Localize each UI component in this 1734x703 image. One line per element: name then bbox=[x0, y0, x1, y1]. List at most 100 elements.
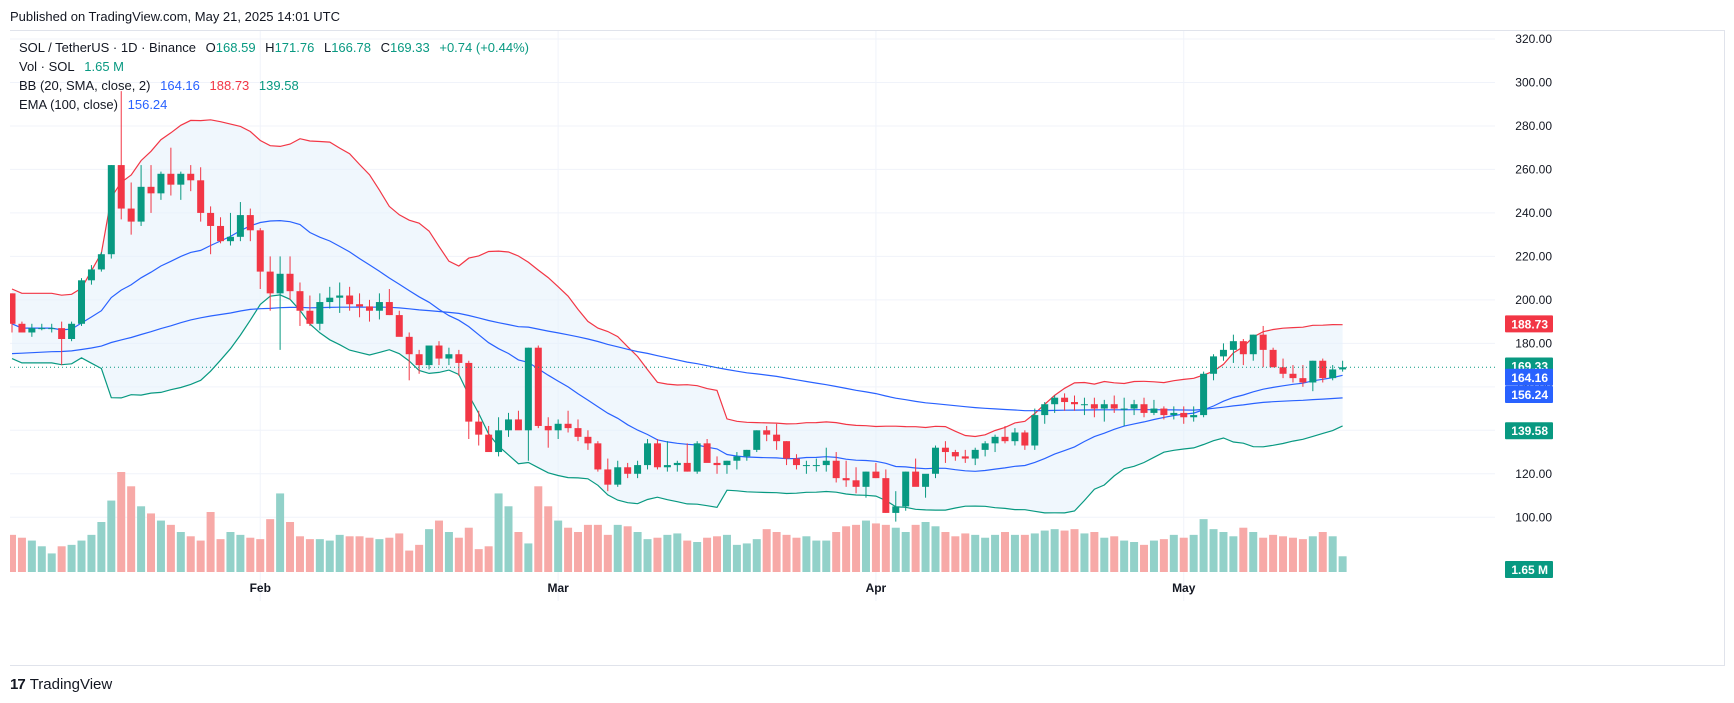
candle-body bbox=[713, 462, 721, 466]
volume-bar bbox=[981, 537, 990, 572]
price-tag-label: 188.73 bbox=[1511, 317, 1548, 331]
bb-band-fill bbox=[12, 119, 1343, 513]
y-tick-label: 280.00 bbox=[1515, 119, 1552, 133]
candle-body bbox=[812, 465, 820, 467]
price-tag bbox=[1505, 386, 1553, 403]
candle-body bbox=[912, 471, 920, 487]
volume-bar bbox=[1259, 537, 1268, 572]
volume-bar bbox=[633, 532, 642, 572]
candle-body bbox=[653, 443, 661, 468]
volume-bar bbox=[812, 540, 821, 572]
volume-bar bbox=[1159, 539, 1168, 572]
candle-body bbox=[743, 449, 751, 457]
volume-bar bbox=[1149, 540, 1158, 572]
candle-body bbox=[207, 212, 215, 226]
candle-body bbox=[1120, 408, 1128, 410]
candle-body bbox=[683, 462, 691, 472]
volume-bar bbox=[1249, 532, 1258, 572]
legend-bb-row[interactable]: BB (20, SMA, close, 2) 164.16 188.73 139… bbox=[19, 76, 529, 95]
candle-body bbox=[872, 471, 880, 479]
candle-body bbox=[753, 430, 761, 450]
legend-ema-row[interactable]: EMA (100, close) 156.24 bbox=[19, 95, 529, 114]
legend-close-label: C bbox=[380, 40, 390, 55]
candle-body bbox=[1210, 356, 1218, 374]
volume-bar bbox=[1020, 534, 1029, 572]
volume-bar bbox=[216, 539, 225, 572]
candle-body bbox=[1249, 334, 1257, 355]
price-tag-label: 156.24 bbox=[1511, 388, 1548, 402]
candle-body bbox=[723, 460, 731, 466]
candle-body bbox=[614, 467, 622, 485]
candle-body bbox=[862, 471, 870, 487]
volume-bar bbox=[832, 532, 841, 572]
candle-body bbox=[564, 423, 572, 429]
x-tick-label: Mar bbox=[547, 581, 569, 595]
volume-bar bbox=[1080, 533, 1089, 572]
volume-bar bbox=[57, 546, 66, 572]
candle-body bbox=[336, 295, 344, 298]
price-chart[interactable]: 100.00120.00140.00160.00180.00200.00220.… bbox=[10, 31, 1724, 665]
candle-body bbox=[1289, 373, 1297, 379]
legend-symbol[interactable]: SOL / TetherUS · 1D · Binance bbox=[19, 40, 197, 55]
volume-bar bbox=[524, 543, 533, 572]
candle-body bbox=[634, 465, 642, 474]
volume-bar bbox=[1279, 536, 1288, 572]
volume-bar bbox=[613, 524, 622, 572]
candle-body bbox=[296, 291, 304, 311]
bb-upper-line bbox=[11, 119, 1343, 438]
candle-body bbox=[802, 465, 810, 467]
volume-bar bbox=[991, 534, 1000, 572]
volume-bar bbox=[415, 544, 424, 572]
volume-bar bbox=[663, 534, 672, 572]
candle-body bbox=[256, 230, 264, 272]
candle-body bbox=[326, 297, 334, 303]
candle-body bbox=[1160, 408, 1168, 416]
candle-body bbox=[882, 478, 890, 513]
candle-body bbox=[495, 430, 503, 453]
volume-bar bbox=[10, 534, 16, 572]
candle-body bbox=[1090, 404, 1098, 409]
candle-body bbox=[395, 315, 403, 337]
volume-bar bbox=[286, 522, 295, 572]
volume-tag bbox=[1505, 561, 1553, 578]
legend-ohlc-row: SOL / TetherUS · 1D · Binance O168.59 H1… bbox=[19, 38, 529, 57]
volume-bar bbox=[593, 524, 602, 572]
legend-ema-value: 156.24 bbox=[127, 97, 168, 112]
volume-bar bbox=[226, 532, 235, 572]
candle-body bbox=[346, 295, 354, 305]
candle-body bbox=[624, 467, 632, 474]
legend-bb-basis: 164.16 bbox=[160, 78, 200, 93]
candle-body bbox=[1229, 341, 1237, 350]
tradingview-footer[interactable]: 17 TradingView bbox=[10, 676, 112, 693]
volume-bar bbox=[375, 539, 384, 572]
candle-body bbox=[405, 336, 413, 355]
candle-body bbox=[663, 465, 671, 468]
legend-high-label: H bbox=[265, 40, 275, 55]
volume-bar bbox=[574, 532, 583, 572]
candle-body bbox=[892, 506, 900, 513]
bb-basis-line bbox=[11, 219, 1343, 472]
volume-bar bbox=[732, 544, 741, 572]
volume-bar bbox=[901, 532, 910, 572]
legend-volume-row[interactable]: Vol · SOL 1.65 M bbox=[19, 57, 529, 76]
candle-body bbox=[286, 273, 294, 292]
volume-bar bbox=[127, 486, 136, 572]
candle-body bbox=[435, 345, 443, 359]
volume-bar bbox=[1219, 532, 1228, 572]
volume-bar bbox=[722, 534, 731, 572]
candle-body bbox=[1239, 341, 1247, 355]
candle-body bbox=[644, 443, 652, 466]
volume-bar bbox=[365, 537, 374, 572]
chart-area[interactable]: 100.00120.00140.00160.00180.00200.00220.… bbox=[10, 30, 1725, 666]
volume-bar bbox=[444, 532, 453, 572]
y-tick-label: 260.00 bbox=[1515, 162, 1552, 176]
volume-bar bbox=[156, 520, 165, 572]
candle-body bbox=[852, 480, 860, 487]
volume-bar bbox=[434, 520, 443, 572]
volume-bar bbox=[1328, 536, 1337, 572]
volume-bar bbox=[852, 524, 861, 572]
y-tick-label: 240.00 bbox=[1515, 206, 1552, 220]
volume-bar bbox=[17, 537, 26, 572]
volume-bar bbox=[1318, 532, 1327, 572]
candle-body bbox=[981, 443, 989, 450]
